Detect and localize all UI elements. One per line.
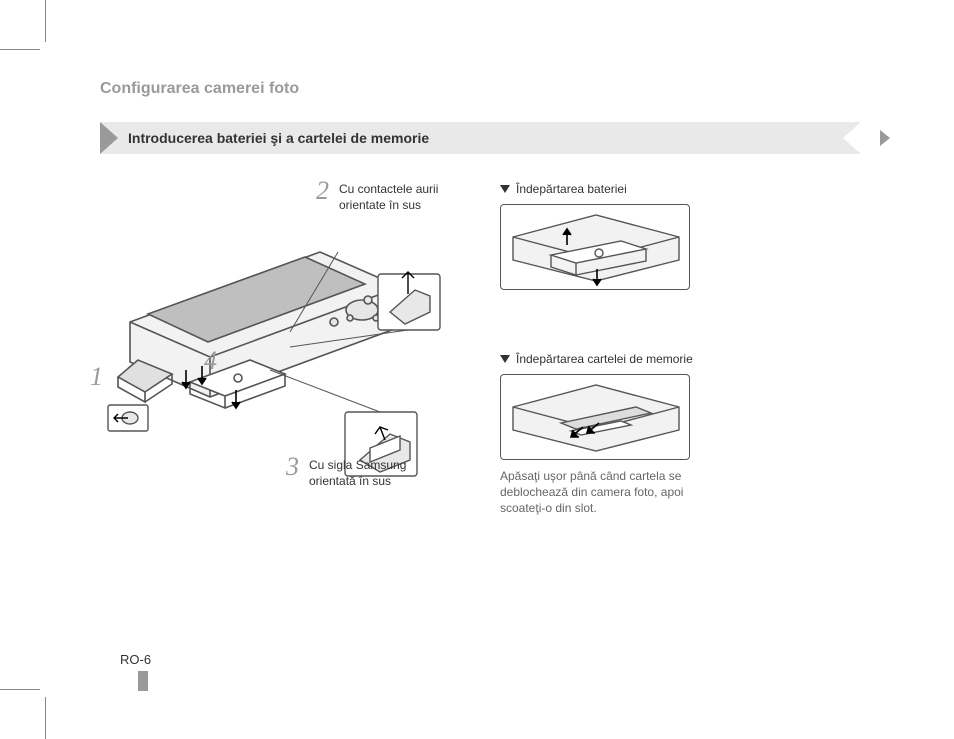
step-1-number: 1: [90, 362, 103, 392]
page-title: Configurarea camerei foto: [100, 80, 860, 98]
remove-battery-illustration: [500, 204, 690, 290]
page-number: RO-6: [120, 652, 151, 667]
manual-page: Configurarea camerei foto Introducerea b…: [100, 80, 860, 622]
step-2-label: 2 Cu contactele aurii orientate în sus: [316, 182, 438, 213]
section-title: Introducerea bateriei şi a cartelei de m…: [100, 130, 429, 146]
crop-mark: [45, 697, 46, 739]
arrow-forward-icon: [880, 130, 890, 146]
remove-battery-heading: Îndepărtarea bateriei: [500, 182, 820, 196]
remove-card-heading: Îndepărtarea cartelei de memorie: [500, 352, 820, 366]
triangle-down-icon: [500, 355, 510, 363]
step-2-caption: Cu contactele aurii orientate în sus: [339, 182, 438, 213]
step-3-caption-l1: Cu sigla Samsung: [309, 458, 406, 472]
crop-mark: [0, 689, 40, 690]
content-area: 2 Cu contactele aurii orientate în sus: [100, 182, 860, 622]
step-3-caption: Cu sigla Samsung orientată în sus: [309, 458, 406, 489]
right-column: Îndepărtarea bateriei: [500, 182, 820, 517]
page-number-bar: [138, 671, 148, 691]
step-2-number: 2: [316, 176, 329, 213]
crop-mark: [0, 49, 40, 50]
remove-card-note: Apăsaţi uşor până când cartela se debloc…: [500, 468, 690, 517]
remove-card-label: Îndepărtarea cartelei de memorie: [516, 352, 693, 366]
crop-mark: [45, 0, 46, 42]
step-2-caption-l2: orientate în sus: [339, 198, 421, 212]
triangle-down-icon: [500, 185, 510, 193]
step-3-label: 3 Cu sigla Samsung orientată în sus: [286, 458, 406, 489]
remove-battery-label: Îndepărtarea bateriei: [516, 182, 627, 196]
section-header: Introducerea bateriei şi a cartelei de m…: [100, 122, 860, 154]
step-2-caption-l1: Cu contactele aurii: [339, 182, 438, 196]
page-number-block: RO-6: [120, 652, 151, 691]
step-4-number: 4: [204, 346, 217, 376]
remove-card-illustration: [500, 374, 690, 460]
step-3-number: 3: [286, 452, 299, 489]
step-3-caption-l2: orientată în sus: [309, 474, 391, 488]
arrow-cut-icon: [843, 122, 861, 154]
left-column: 2 Cu contactele aurii orientate în sus: [100, 182, 480, 512]
